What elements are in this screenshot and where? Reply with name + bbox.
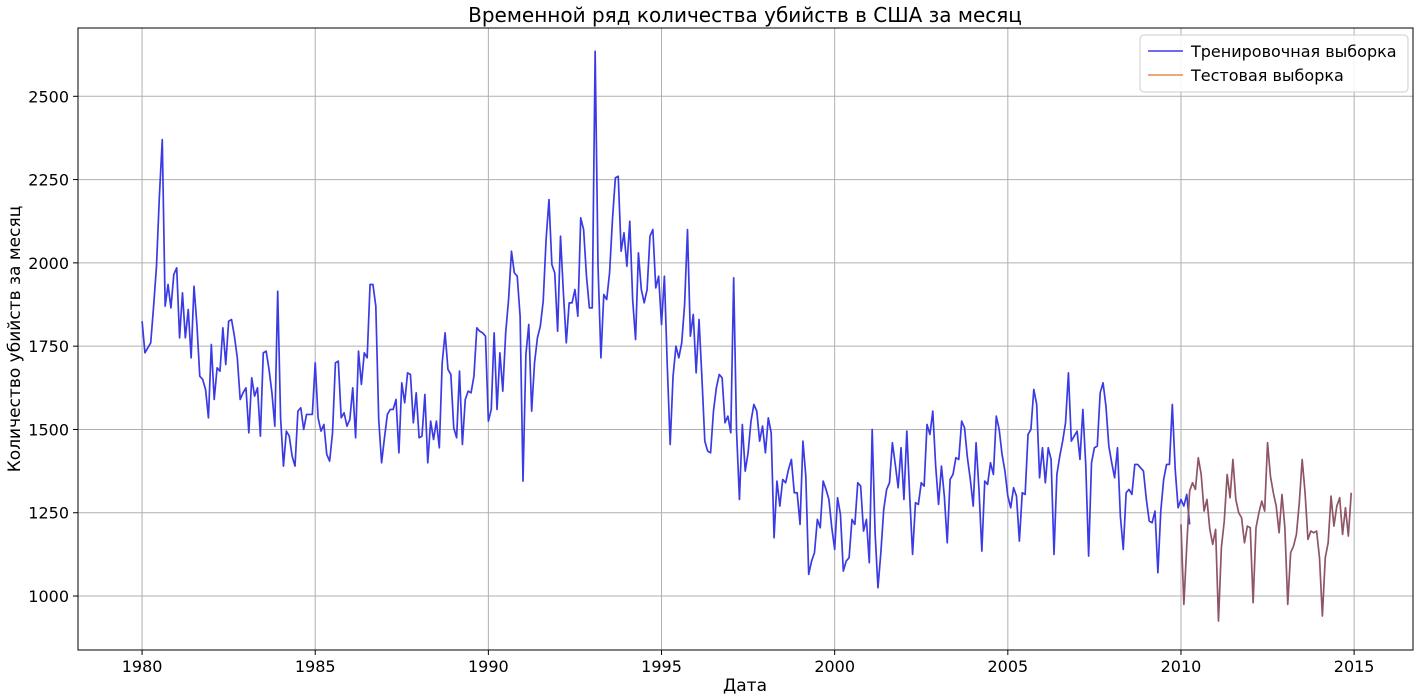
x-axis-ticks: 1980 1985 1990 1995 2000 2005 2010 2015: [122, 650, 1375, 676]
legend: Тренировочная выборка Тестовая выборка: [1139, 34, 1409, 93]
y-axis-ticks: 1000 1250 1500 1750 2000 2250 2500: [28, 87, 78, 606]
y-tick-label: 1500: [28, 420, 69, 439]
y-tick-label: 1000: [28, 587, 69, 606]
x-axis-label: Дата: [723, 676, 767, 696]
legend-label-training: Тренировочная выборка: [1190, 42, 1397, 61]
legend-label-test: Тестовая выборка: [1190, 66, 1344, 85]
y-axis-label: Количество убийств за месяц: [5, 206, 25, 473]
y-tick-label: 1750: [28, 337, 69, 356]
y-tick-label: 1250: [28, 504, 69, 523]
y-tick-label: 2500: [28, 87, 69, 106]
legend-box: [1139, 34, 1409, 93]
y-tick-label: 2000: [28, 254, 69, 273]
grid-lines: [78, 28, 1413, 650]
x-tick-label: 1990: [468, 657, 509, 676]
y-tick-label: 2250: [28, 171, 69, 190]
x-tick-label: 1985: [295, 657, 336, 676]
x-tick-label: 1995: [641, 657, 682, 676]
series-lines: [141, 50, 1353, 622]
x-tick-label: 2000: [814, 657, 855, 676]
x-tick-label: 2015: [1334, 657, 1375, 676]
plot-frame: [77, 27, 1414, 651]
series-line-test: [1180, 441, 1353, 622]
x-tick-label: 2005: [987, 657, 1028, 676]
chart-title: Временной ряд количества убийств в США з…: [468, 3, 1022, 27]
series-line-training: [141, 50, 1191, 589]
x-tick-label: 2010: [1161, 657, 1202, 676]
x-tick-label: 1980: [122, 657, 163, 676]
